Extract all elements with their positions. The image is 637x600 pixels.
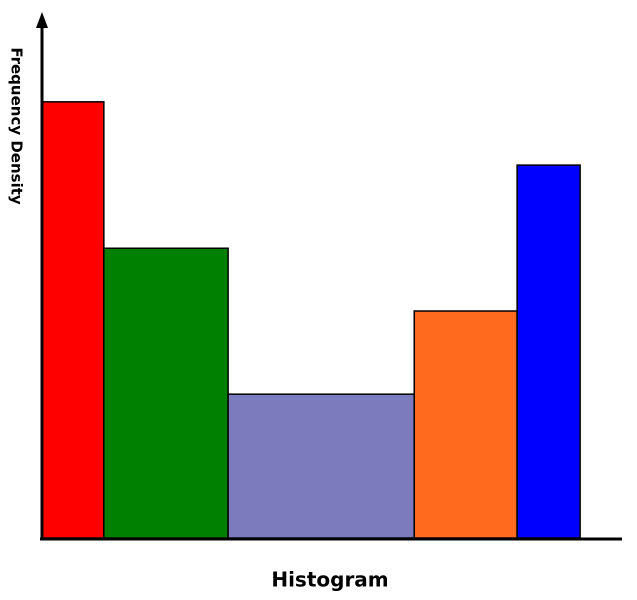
bar xyxy=(516,164,581,539)
y-axis-label: Frequency Density xyxy=(8,47,26,205)
bar xyxy=(103,247,229,539)
bar xyxy=(227,393,415,539)
bar xyxy=(41,101,105,539)
chart-title: Histogram xyxy=(271,568,388,592)
y-axis-arrow xyxy=(36,12,48,28)
plot-area xyxy=(41,101,581,539)
bar xyxy=(413,310,518,539)
